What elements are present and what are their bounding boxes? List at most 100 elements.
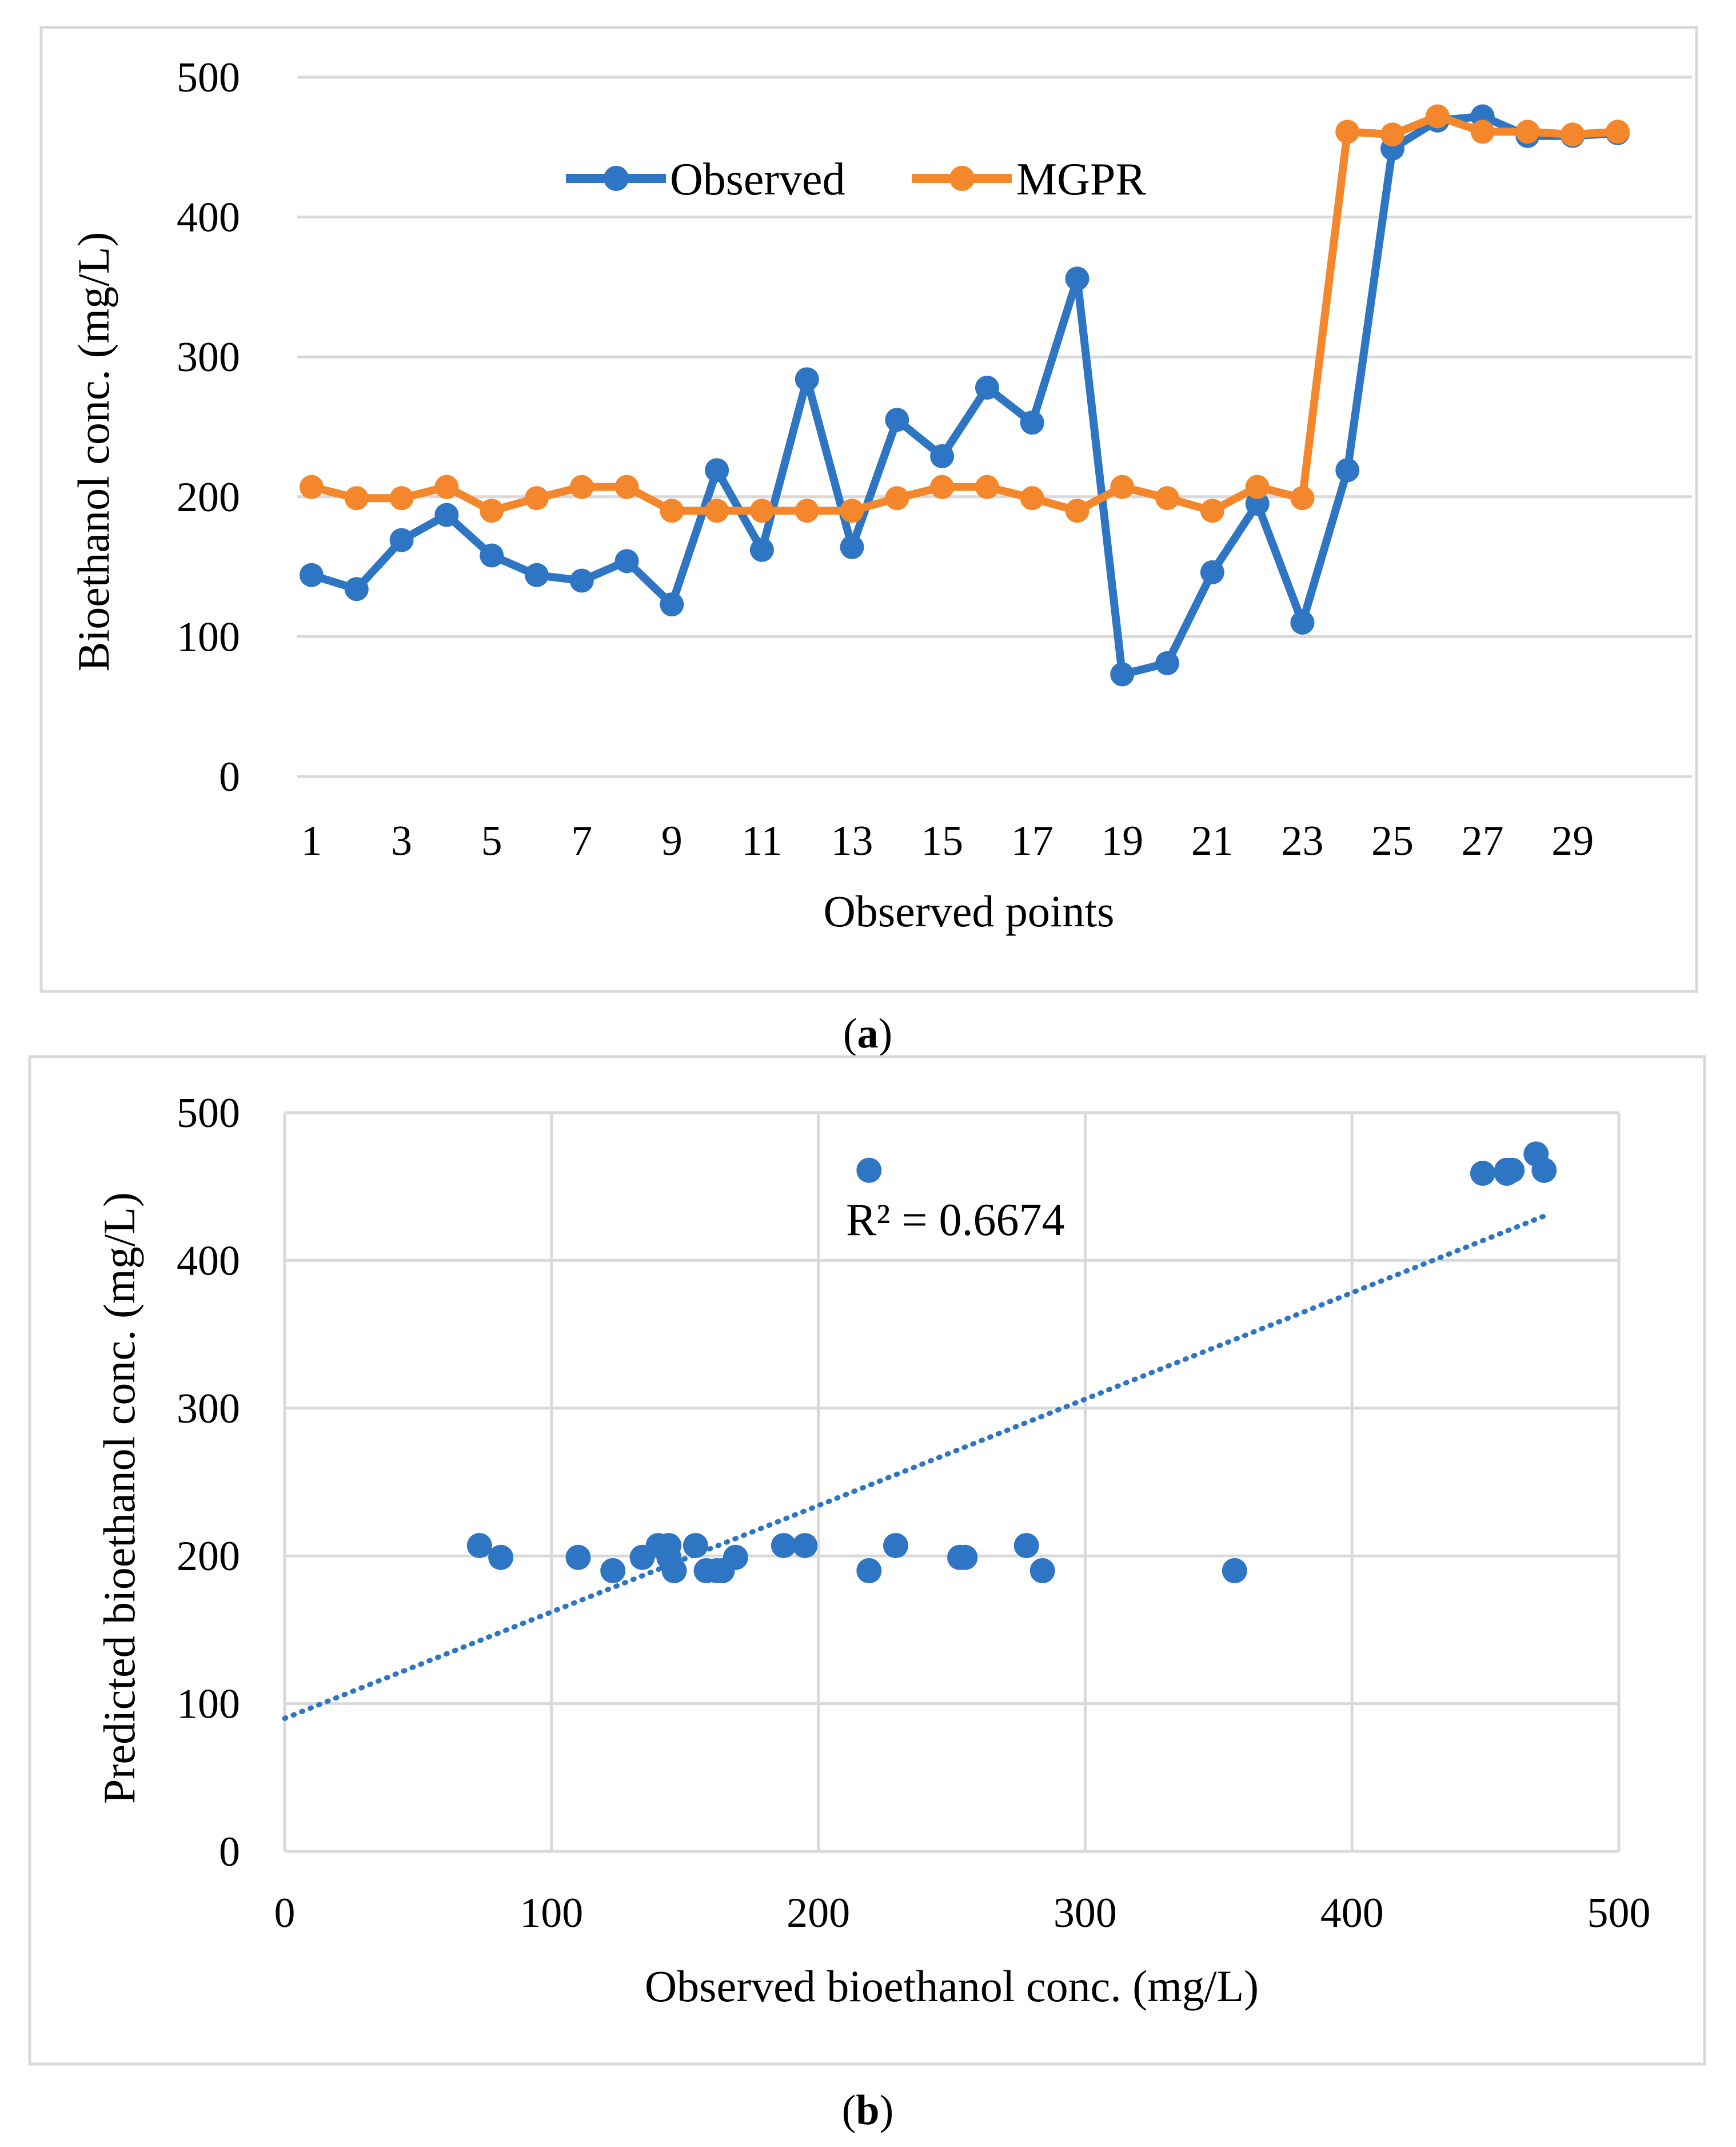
data-point-observed bbox=[345, 577, 369, 601]
panel-b-x-tick-label: 300 bbox=[1053, 1890, 1117, 1937]
panel-a-y-tick-label: 200 bbox=[177, 474, 240, 521]
data-point-observed bbox=[705, 458, 729, 482]
scatter-point bbox=[1470, 1161, 1495, 1186]
scatter-point bbox=[662, 1558, 687, 1583]
data-point-mgpr bbox=[1200, 499, 1224, 523]
panel-b-x-tick-label: 400 bbox=[1320, 1890, 1384, 1937]
scatter-point bbox=[792, 1533, 817, 1558]
data-point-observed bbox=[570, 569, 594, 593]
panel-b-y-tick-label: 200 bbox=[177, 1533, 240, 1580]
panel-a-x-tick-label: 15 bbox=[921, 818, 963, 865]
panel-a-y-tick-label: 100 bbox=[177, 614, 240, 660]
data-point-mgpr bbox=[1110, 475, 1134, 499]
data-point-observed bbox=[840, 535, 864, 559]
data-point-mgpr bbox=[660, 499, 684, 523]
scatter-point bbox=[1014, 1533, 1039, 1558]
data-point-observed bbox=[1200, 560, 1224, 584]
data-point-mgpr bbox=[1335, 120, 1359, 144]
panel-a-caption: (a) bbox=[843, 1010, 892, 1057]
panel-a-x-tick-label: 23 bbox=[1281, 818, 1323, 865]
data-point-mgpr bbox=[1065, 499, 1089, 523]
panel-b-x-tick-label: 200 bbox=[787, 1890, 850, 1937]
panel-a-x-axis-title: Observed points bbox=[823, 886, 1114, 936]
data-point-observed bbox=[480, 544, 504, 568]
legend-mgpr-marker bbox=[949, 166, 975, 191]
data-point-mgpr bbox=[1246, 475, 1270, 499]
figure: 0100200300400500 13579111315171921232527… bbox=[0, 0, 1736, 2147]
data-point-mgpr bbox=[1426, 104, 1450, 128]
panel-a: 0100200300400500 13579111315171921232527… bbox=[41, 27, 1697, 991]
panel-a-x-tick-label: 21 bbox=[1191, 818, 1234, 865]
panel-a-x-tick-label: 19 bbox=[1101, 818, 1143, 865]
legend-observed-marker bbox=[604, 166, 629, 191]
legend-observed-label: Observed bbox=[670, 154, 845, 205]
data-point-observed bbox=[930, 444, 954, 468]
panel-a-y-axis-title: Bioethanol conc. (mg/L) bbox=[69, 232, 118, 672]
data-point-observed bbox=[1155, 651, 1179, 675]
data-point-mgpr bbox=[300, 475, 324, 499]
scatter-point bbox=[467, 1533, 492, 1558]
legend-mgpr-label: MGPR bbox=[1016, 154, 1146, 205]
panel-b: 0 100 200 300 400 500 0 100 200 300 400 500 R² = 0… bbox=[30, 1057, 1705, 2064]
panel-a-x-tick-label: 13 bbox=[831, 818, 873, 865]
data-point-mgpr bbox=[1606, 120, 1630, 144]
data-point-mgpr bbox=[1290, 486, 1314, 510]
data-point-mgpr bbox=[885, 486, 909, 510]
data-point-observed bbox=[615, 549, 639, 573]
scatter-point bbox=[683, 1533, 708, 1558]
panel-b-y-tick-label: 400 bbox=[177, 1237, 240, 1284]
scatter-point bbox=[488, 1545, 513, 1570]
panel-b-x-tick-label: 100 bbox=[520, 1890, 583, 1937]
data-point-mgpr bbox=[1471, 120, 1495, 144]
scatter-point bbox=[947, 1545, 972, 1570]
data-point-observed bbox=[1290, 611, 1314, 635]
panel-a-y-tick-label: 0 bbox=[219, 754, 240, 800]
panel-b-y-tick-label: 100 bbox=[177, 1681, 240, 1728]
data-point-mgpr bbox=[1561, 122, 1585, 146]
data-point-mgpr bbox=[390, 486, 414, 510]
data-point-observed bbox=[975, 376, 999, 400]
panel-a-x-tick-label: 11 bbox=[741, 818, 782, 865]
panel-a-x-tick-label: 1 bbox=[301, 818, 322, 865]
panel-b-x-tick-label: 0 bbox=[274, 1890, 296, 1937]
data-point-mgpr bbox=[345, 486, 369, 510]
panel-a-y-tick-label: 300 bbox=[177, 334, 240, 381]
scatter-point bbox=[1222, 1558, 1247, 1583]
scatter-point bbox=[856, 1158, 881, 1183]
panel-a-x-tick-labels: 1357911131517192123252729 bbox=[301, 818, 1594, 865]
data-point-mgpr bbox=[840, 499, 864, 523]
data-point-mgpr bbox=[975, 475, 999, 499]
panel-a-x-tick-label: 5 bbox=[481, 818, 502, 865]
panel-b-x-tick-label: 500 bbox=[1587, 1890, 1651, 1937]
data-point-mgpr bbox=[525, 486, 549, 510]
panel-b-x-axis-title: Observed bioethanol conc. (mg/L) bbox=[645, 1961, 1259, 2011]
data-point-mgpr bbox=[1515, 120, 1539, 144]
data-point-mgpr bbox=[615, 475, 639, 499]
data-point-mgpr bbox=[795, 499, 819, 523]
scatter-point bbox=[1030, 1558, 1055, 1583]
data-point-mgpr bbox=[480, 499, 504, 523]
panel-a-x-tick-label: 17 bbox=[1011, 818, 1053, 865]
data-point-observed bbox=[390, 528, 414, 552]
panel-b-y-tick-label: 300 bbox=[177, 1385, 240, 1432]
panel-a-x-tick-label: 27 bbox=[1462, 818, 1504, 865]
panel-a-x-tick-label: 7 bbox=[571, 818, 592, 865]
data-point-mgpr bbox=[1380, 122, 1404, 146]
data-point-observed bbox=[1110, 662, 1134, 686]
panel-a-y-tick-label: 400 bbox=[177, 194, 240, 241]
scatter-point bbox=[856, 1558, 881, 1583]
panel-b-y-axis-title: Predicted bioethanol conc. (mg/L) bbox=[94, 1192, 144, 1804]
scatter-point bbox=[600, 1558, 625, 1583]
panel-b-y-tick-label: 0 bbox=[219, 1829, 240, 1875]
data-point-observed bbox=[1065, 266, 1089, 290]
panel-a-x-tick-label: 3 bbox=[391, 818, 412, 865]
panel-b-r2-annotation: R² = 0.6674 bbox=[846, 1195, 1064, 1245]
data-point-observed bbox=[885, 408, 909, 432]
panel-a-x-tick-label: 9 bbox=[661, 818, 683, 865]
panel-b-y-tick-label: 500 bbox=[177, 1090, 240, 1137]
data-point-observed bbox=[1335, 458, 1359, 482]
data-point-mgpr bbox=[1155, 486, 1179, 510]
data-point-mgpr bbox=[750, 499, 774, 523]
data-point-observed bbox=[795, 367, 819, 391]
scatter-point bbox=[710, 1558, 735, 1583]
